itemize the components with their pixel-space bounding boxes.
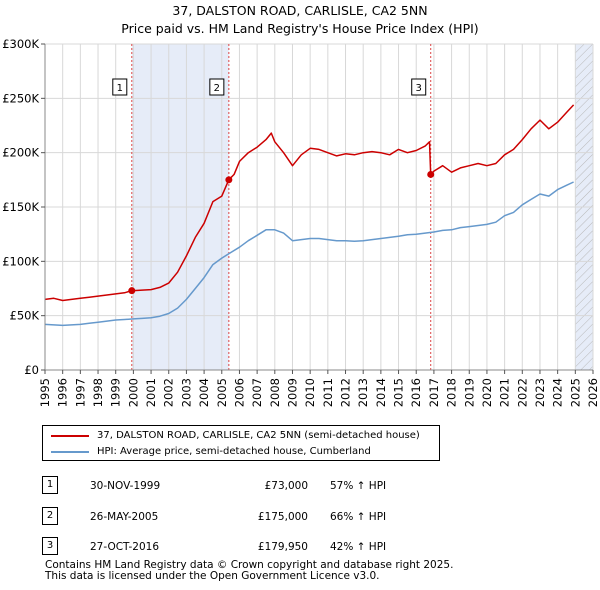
- footer-licence: This data is licensed under the Open Gov…: [45, 570, 380, 582]
- x-tick-label: 2004: [197, 378, 211, 407]
- footer-copyright: Contains HM Land Registry data © Crown c…: [45, 559, 454, 571]
- legend-item-property: 37, DALSTON ROAD, CARLISLE, CA2 5NN (sem…: [51, 428, 420, 444]
- sale-marker-box: 2: [42, 507, 58, 525]
- sale-price: £73,000: [264, 480, 308, 492]
- x-tick-label: 2023: [533, 378, 547, 407]
- sale-date: 26-MAY-2005: [90, 511, 159, 523]
- hpi-series-line: [44, 181, 574, 327]
- y-tick-label: £50K: [10, 309, 40, 323]
- sale-marker-box: 3: [42, 537, 58, 555]
- sale-point: [427, 170, 435, 178]
- sale-date: 30-NOV-1999: [90, 480, 161, 492]
- x-tick-label: 2014: [374, 378, 388, 407]
- y-tick-label: £250K: [2, 91, 39, 105]
- x-tick-label: 2020: [480, 378, 494, 407]
- sale-date: 27-OCT-2016: [90, 541, 159, 553]
- chart-title: 37, DALSTON ROAD, CARLISLE, CA2 5NN: [172, 3, 428, 18]
- x-tick-label: 2024: [551, 378, 565, 407]
- x-tick-label: 2011: [321, 378, 335, 407]
- sale-marker-box: [411, 78, 427, 96]
- sale-point: [225, 176, 233, 184]
- sale-marker-label: 3: [416, 83, 422, 94]
- x-tick-label: 2002: [162, 378, 176, 407]
- x-tick-label: 2017: [427, 378, 441, 407]
- sale-hpi-change: 57% ↑ HPI: [330, 480, 387, 492]
- y-tick-label: £150K: [2, 200, 39, 214]
- legend: 37, DALSTON ROAD, CARLISLE, CA2 5NN (sem…: [42, 425, 440, 461]
- x-tick-label: 1998: [91, 378, 105, 407]
- x-tick-label: 2012: [339, 378, 353, 407]
- legend-item-hpi: HPI: Average price, semi-detached house,…: [51, 444, 371, 460]
- y-tick-label: £300K: [2, 37, 39, 51]
- x-tick-label: 2022: [515, 378, 529, 407]
- x-tick-label: 2006: [232, 378, 246, 407]
- chart-title-block: 37, DALSTON ROAD, CARLISLE, CA2 5NN Pric…: [0, 2, 600, 38]
- x-tick-label: 1996: [56, 378, 70, 407]
- y-tick-label: £100K: [2, 254, 39, 268]
- x-tick-label: 2009: [285, 378, 299, 407]
- sale-hpi-change: 42% ↑ HPI: [330, 541, 387, 553]
- sale-marker-label: 2: [214, 83, 220, 94]
- x-tick-label: 2005: [215, 378, 229, 407]
- footer: Contains HM Land Registry data © Crown c…: [45, 560, 453, 582]
- x-tick-label: 2025: [568, 378, 582, 407]
- price-series-line: [44, 104, 575, 302]
- x-tick-label: 1997: [73, 378, 87, 407]
- x-tick-label: 2013: [356, 378, 370, 407]
- y-tick-label: £0: [24, 363, 39, 377]
- x-tick-label: 1999: [109, 378, 123, 407]
- sale-hpi-change: 66% ↑ HPI: [330, 511, 387, 523]
- x-tick-label: 2010: [303, 378, 317, 407]
- price-chart: 1 2 3 1995 1996 1997 1998 1999 2000 2001 2002 2003…: [2, 37, 600, 407]
- sale-price: £179,950: [257, 541, 308, 553]
- sale-marker-box: [209, 78, 225, 96]
- sale-marker-label: 1: [117, 83, 123, 94]
- legend-label-hpi: HPI: Average price, semi-detached house,…: [97, 446, 371, 457]
- x-tick-label: 1995: [38, 378, 52, 407]
- x-tick-label: 2007: [250, 378, 264, 407]
- sale-marker-box: 1: [42, 476, 58, 494]
- x-tick-label: 2000: [126, 378, 140, 407]
- x-tick-label: 2019: [462, 378, 476, 407]
- x-tick-label: 2018: [445, 378, 459, 407]
- x-tick-label: 2001: [144, 378, 158, 407]
- chart-subtitle: Price paid vs. HM Land Registry's House …: [121, 21, 479, 36]
- x-tick-label: 2008: [268, 378, 282, 407]
- sale-price: £175,000: [257, 511, 308, 523]
- x-tick-label: 2021: [498, 378, 512, 407]
- y-tick-label: £200K: [2, 146, 39, 160]
- x-tick-label: 2003: [179, 378, 193, 407]
- sale-point: [128, 287, 136, 295]
- x-tick-label: 2026: [586, 378, 600, 407]
- legend-swatch-property: [51, 435, 89, 437]
- sale-marker-box: [112, 78, 128, 96]
- x-tick-label: 2015: [392, 378, 406, 407]
- x-tick-label: 2016: [409, 378, 423, 407]
- legend-swatch-hpi: [51, 451, 89, 453]
- legend-label-property: 37, DALSTON ROAD, CARLISLE, CA2 5NN (sem…: [97, 430, 420, 441]
